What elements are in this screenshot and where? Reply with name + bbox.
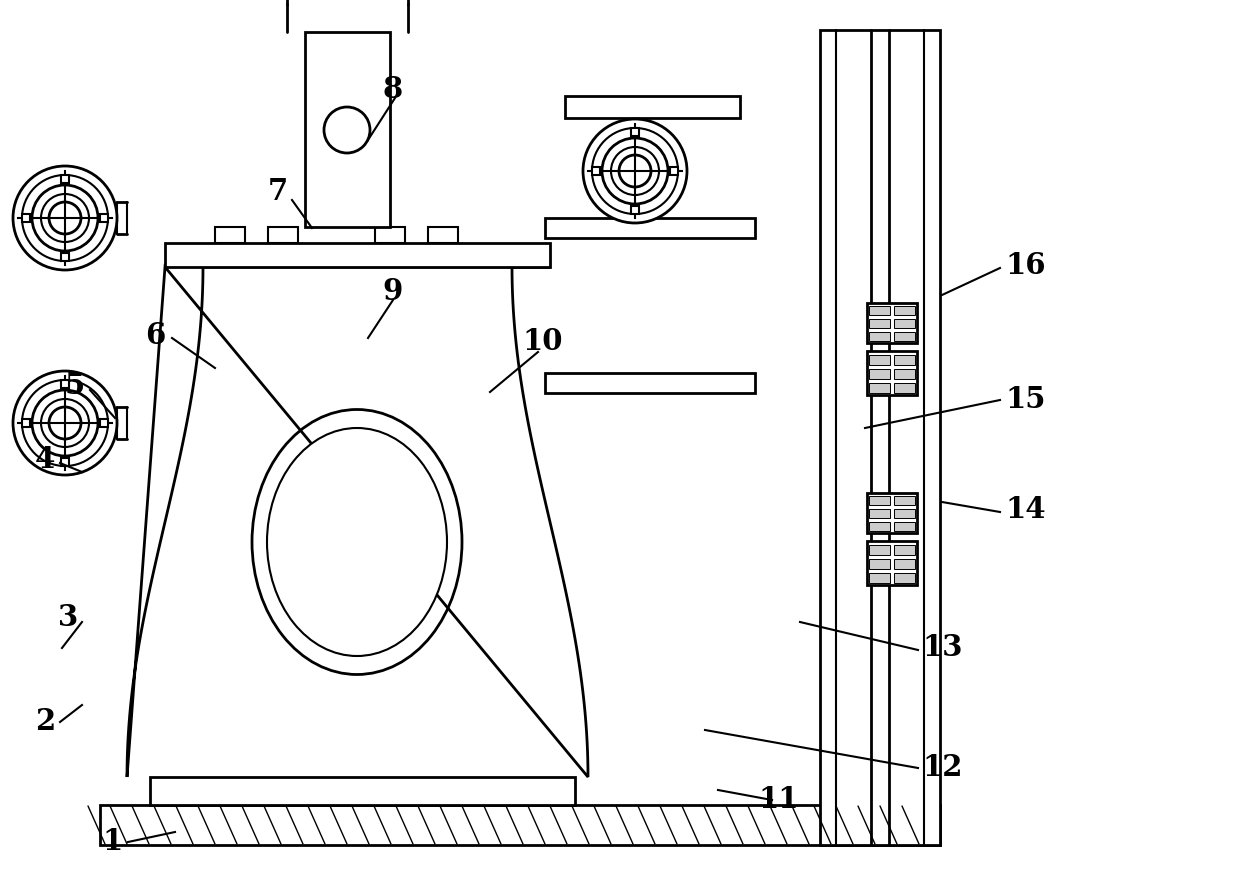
Bar bbox=[894, 369, 915, 379]
Bar bbox=[869, 332, 890, 341]
Bar bbox=[61, 175, 69, 183]
Circle shape bbox=[32, 390, 98, 456]
Text: 15: 15 bbox=[1004, 386, 1045, 415]
Bar bbox=[100, 419, 108, 427]
Ellipse shape bbox=[267, 428, 446, 656]
Bar bbox=[61, 380, 69, 388]
Bar bbox=[374, 227, 405, 243]
Bar bbox=[305, 32, 391, 227]
Bar bbox=[869, 509, 890, 518]
Text: 12: 12 bbox=[923, 753, 962, 782]
Bar bbox=[894, 319, 915, 328]
Bar bbox=[61, 253, 69, 261]
Bar bbox=[867, 541, 918, 585]
Bar bbox=[869, 522, 890, 531]
Text: 10: 10 bbox=[522, 327, 563, 356]
Text: 9: 9 bbox=[382, 278, 402, 306]
Bar bbox=[869, 369, 890, 379]
Bar bbox=[894, 306, 915, 315]
Circle shape bbox=[601, 138, 668, 204]
Text: 3: 3 bbox=[58, 603, 78, 633]
Bar bbox=[100, 805, 940, 845]
Polygon shape bbox=[126, 267, 588, 777]
Text: 7: 7 bbox=[268, 177, 288, 207]
Text: 5: 5 bbox=[64, 370, 86, 400]
Text: 4: 4 bbox=[35, 445, 56, 475]
Bar bbox=[869, 573, 890, 583]
Bar bbox=[869, 383, 890, 393]
Bar bbox=[268, 227, 298, 243]
Bar bbox=[546, 218, 755, 238]
Bar bbox=[869, 496, 890, 505]
Bar bbox=[631, 128, 639, 136]
Bar bbox=[22, 214, 30, 222]
Circle shape bbox=[22, 175, 108, 261]
Circle shape bbox=[591, 128, 678, 214]
Bar bbox=[820, 30, 940, 845]
Bar bbox=[894, 383, 915, 393]
Circle shape bbox=[32, 185, 98, 251]
Bar bbox=[61, 458, 69, 466]
Bar bbox=[869, 319, 890, 328]
Text: 13: 13 bbox=[923, 634, 962, 663]
Bar bbox=[867, 493, 918, 533]
Text: 6: 6 bbox=[145, 320, 165, 349]
Bar bbox=[591, 167, 600, 175]
Circle shape bbox=[50, 202, 81, 234]
Bar bbox=[631, 206, 639, 214]
Circle shape bbox=[12, 371, 117, 475]
Text: 11: 11 bbox=[758, 786, 799, 815]
Bar bbox=[165, 243, 551, 267]
Bar bbox=[100, 214, 108, 222]
Bar bbox=[869, 545, 890, 555]
Bar bbox=[150, 777, 575, 805]
Bar bbox=[22, 419, 30, 427]
Bar bbox=[869, 306, 890, 315]
Bar bbox=[869, 559, 890, 569]
Circle shape bbox=[619, 155, 651, 187]
Text: 16: 16 bbox=[1004, 251, 1045, 279]
Circle shape bbox=[611, 147, 658, 195]
Bar bbox=[894, 355, 915, 365]
Bar bbox=[867, 351, 918, 395]
Circle shape bbox=[50, 407, 81, 439]
Bar bbox=[894, 545, 915, 555]
Bar bbox=[894, 573, 915, 583]
Text: 1: 1 bbox=[102, 828, 123, 856]
Circle shape bbox=[41, 194, 89, 242]
Circle shape bbox=[41, 399, 89, 447]
Circle shape bbox=[12, 166, 117, 270]
Bar bbox=[894, 332, 915, 341]
Bar bbox=[869, 355, 890, 365]
Bar bbox=[215, 227, 246, 243]
Bar bbox=[546, 373, 755, 393]
Bar bbox=[894, 509, 915, 518]
Circle shape bbox=[22, 380, 108, 466]
Bar bbox=[894, 522, 915, 531]
Circle shape bbox=[583, 119, 687, 223]
Bar bbox=[670, 167, 678, 175]
Bar bbox=[894, 496, 915, 505]
Bar bbox=[565, 96, 740, 118]
Text: 8: 8 bbox=[382, 75, 402, 105]
Bar bbox=[867, 303, 918, 343]
Text: 2: 2 bbox=[35, 707, 56, 737]
Circle shape bbox=[324, 107, 370, 153]
Bar bbox=[894, 559, 915, 569]
Text: 14: 14 bbox=[1004, 496, 1045, 525]
Bar bbox=[428, 227, 458, 243]
